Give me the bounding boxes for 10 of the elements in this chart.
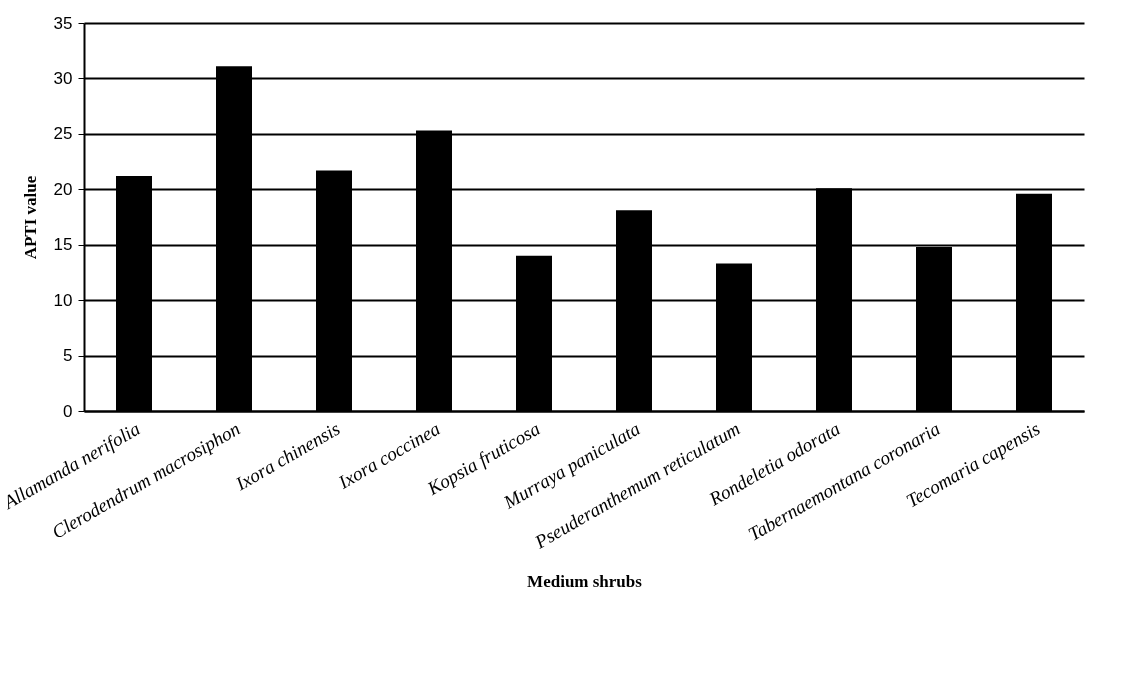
y-tick-label: 25 xyxy=(53,124,73,144)
y-tick-label: 0 xyxy=(63,401,73,421)
y-tick-label: 15 xyxy=(53,235,73,255)
y-tick-label: 30 xyxy=(53,68,73,88)
y-tick-label: 10 xyxy=(53,290,73,310)
y-axis-title: APTI value xyxy=(20,175,40,260)
x-axis-title: Medium shrubs xyxy=(527,572,643,592)
y-tick-label: 20 xyxy=(53,179,73,199)
y-tick-label: 5 xyxy=(63,346,73,366)
y-tick-label: 35 xyxy=(53,13,73,33)
